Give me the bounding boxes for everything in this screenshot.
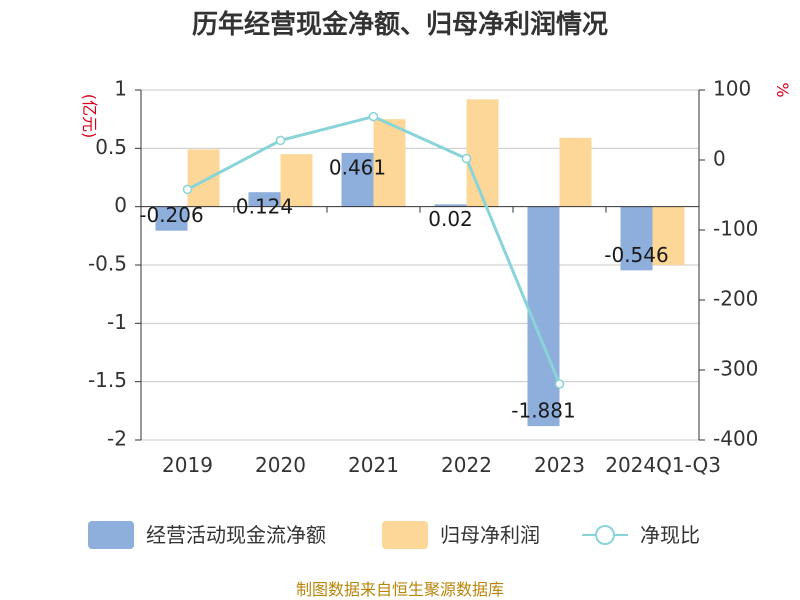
data-label-2020: 0.124 — [236, 195, 293, 219]
data-label-2023: -1.881 — [511, 399, 575, 423]
data-labels: -0.206 0.124 0.461 0.02 -1.881 -0.546 — [139, 155, 668, 422]
legend-swatch-cashflow — [88, 521, 134, 549]
legend-label-profit: 归母净利润 — [440, 523, 540, 547]
y-right-tick-label-4: -300 — [713, 357, 758, 381]
x-tick-label-2022: 2022 — [441, 453, 492, 477]
legend-label-ratio: 净现比 — [640, 523, 700, 547]
y-left-label: (亿元) — [80, 94, 99, 139]
y-left-tick-label-5: -1.5 — [88, 368, 127, 392]
ratio-point-2020 — [275, 135, 286, 146]
bar-profit-2024Q1-Q3 — [652, 206, 685, 265]
y-right-tick-label-0: 100 — [713, 77, 751, 101]
bars — [155, 99, 685, 427]
y-right-tick-label-5: -400 — [713, 427, 758, 451]
bar-profit-2023 — [559, 137, 592, 207]
x-tick-label-2024Q1-Q3: 2024Q1-Q3 — [605, 453, 721, 477]
bar-cashflow-2024Q1-Q3 — [620, 206, 653, 271]
data-label-2021: 0.461 — [329, 155, 386, 179]
x-tick-label-2023: 2023 — [534, 453, 585, 477]
y-right-tick-label-3: -200 — [713, 287, 758, 311]
x-tick-label-2021: 2021 — [348, 453, 399, 477]
legend: 经营活动现金流净额 归母净利润 净现比 — [88, 521, 700, 549]
bar-cashflow-2022 — [434, 204, 467, 207]
bar-profit-2019 — [187, 149, 220, 207]
y-left-tick-label-0: 1 — [114, 77, 127, 101]
x-tick-label-2020: 2020 — [255, 453, 306, 477]
bar-cashflow-2020 — [248, 192, 281, 207]
ratio-point-2019 — [182, 184, 193, 195]
data-label-2024Q1-Q3: -0.546 — [604, 243, 668, 267]
y-left-tick-label-4: -1 — [107, 310, 127, 334]
data-label-2022: 0.02 — [428, 207, 473, 231]
ratio-point-2021 — [368, 111, 379, 122]
legend-marker-ratio — [595, 525, 615, 545]
y-right-tick-label-1: 0 — [713, 147, 726, 171]
legend-label-cashflow: 经营活动现金流净额 — [146, 523, 326, 547]
ratio-point-2022 — [461, 153, 472, 164]
bar-profit-2022 — [466, 99, 499, 207]
ratio-point-2023 — [554, 379, 565, 389]
x-tick-label-2019: 2019 — [162, 453, 213, 477]
y-left-tick-label-1: 0.5 — [95, 135, 127, 159]
y-left-tick-label-2: 0 — [114, 193, 127, 217]
y-right-label: % — [773, 82, 792, 97]
grid — [141, 89, 699, 441]
y-left-tick-label-6: -2 — [107, 427, 127, 451]
bar-cashflow-2019 — [155, 206, 188, 231]
bar-profit-2020 — [280, 154, 313, 207]
y-right-tick-label-2: -100 — [713, 217, 758, 241]
bar-cashflow-2021 — [341, 152, 374, 207]
chart-title: 历年经营现金净额、归母净利润情况 — [192, 9, 608, 40]
y-left-tick-label-3: -0.5 — [88, 252, 127, 276]
axes: 1 0.5 0 -0.5 -1 -1.5 -2 100 0 -100 -200 -300 -400 201… — [88, 77, 758, 478]
ratio-line — [182, 111, 565, 389]
bar-profit-2021 — [373, 119, 406, 207]
zero-axis — [140, 206, 700, 213]
source-note: 制图数据来自恒生聚源数据库 — [296, 580, 504, 599]
data-label-2019: -0.206 — [139, 203, 203, 227]
legend-swatch-profit — [382, 521, 428, 549]
